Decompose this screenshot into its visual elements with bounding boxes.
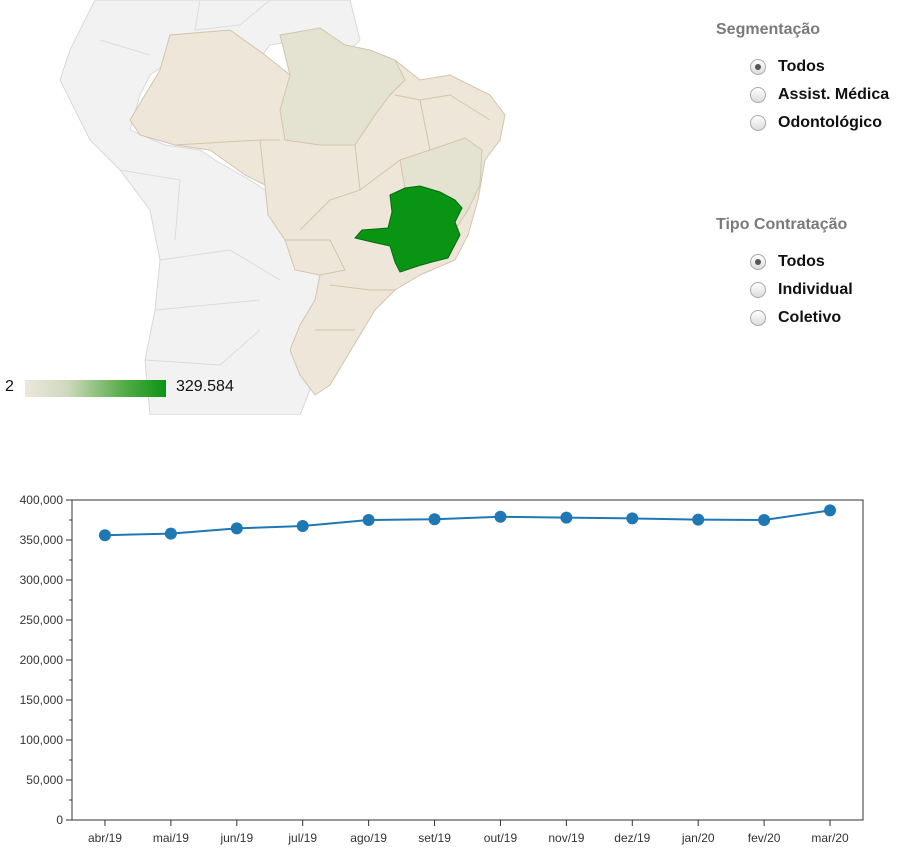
radio-label: Odontológico	[778, 114, 882, 131]
series-line	[104, 509, 831, 537]
y-tick-label: 300,000	[20, 573, 64, 587]
amapa-para-region[interactable]	[279, 27, 406, 146]
radio-label: Individual	[778, 281, 853, 298]
radio-unselected-icon[interactable]	[750, 87, 766, 103]
segmentacao-option-odontologico[interactable]: Odontológico	[750, 109, 889, 137]
x-tick-label: dez/19	[614, 831, 650, 845]
radio-label: Assist. Médica	[778, 86, 890, 103]
state-borders	[174, 94, 491, 331]
data-point	[98, 529, 111, 542]
radio-unselected-icon[interactable]	[750, 282, 766, 298]
x-tick-label: mai/19	[153, 831, 189, 845]
x-tick-label: abr/19	[88, 831, 122, 845]
line-chart: 0 50,000 100,000 150,000 200,000 250,000 300,0…	[20, 493, 864, 845]
segmentacao-option-todos[interactable]: Todos	[750, 53, 889, 81]
neighbor-border-lines	[99, 0, 281, 366]
y-tick-label: 100,000	[20, 733, 64, 747]
data-point	[164, 527, 177, 540]
legend-max-value: 329.584	[176, 378, 234, 395]
brazil-map[interactable]	[0, 0, 520, 415]
segmentacao-title: Segmentação	[716, 21, 821, 38]
y-tick-label: 200,000	[20, 653, 64, 667]
data-point	[230, 522, 243, 535]
radio-unselected-icon[interactable]	[750, 115, 766, 131]
data-point	[824, 504, 837, 517]
x-tick-label: fev/20	[748, 831, 781, 845]
x-tick-label: ago/19	[350, 831, 387, 845]
radio-label: Todos	[778, 253, 825, 270]
y-tick-label: 250,000	[20, 613, 64, 627]
tipo-option-individual[interactable]: Individual	[750, 276, 853, 304]
x-tick-label: jun/19	[219, 831, 253, 845]
tipo-contratacao-title: Tipo Contratação	[716, 216, 848, 233]
segmentacao-option-assist-medica[interactable]: Assist. Médica	[750, 81, 889, 109]
segmentacao-radio-group[interactable]: Todos Assist. Médica Odontológico	[750, 53, 889, 137]
x-tick-label: jan/20	[681, 831, 715, 845]
highlighted-state[interactable]	[354, 185, 463, 273]
data-point	[428, 513, 441, 526]
radio-unselected-icon[interactable]	[750, 310, 766, 326]
tipo-option-todos[interactable]: Todos	[750, 248, 853, 276]
radio-selected-icon[interactable]	[750, 254, 766, 270]
data-point	[494, 510, 507, 523]
x-tick-label: set/19	[418, 831, 451, 845]
plot-frame	[71, 499, 864, 821]
data-point	[692, 513, 705, 526]
data-point	[560, 511, 573, 524]
tipo-contratacao-radio-group[interactable]: Todos Individual Coletivo	[750, 248, 853, 332]
x-tick-label: nov/19	[548, 831, 584, 845]
tipo-option-coletivo[interactable]: Coletivo	[750, 304, 853, 332]
legend-gradient-bar	[25, 380, 166, 397]
y-tick-label: 350,000	[20, 533, 64, 547]
radio-label: Todos	[778, 58, 825, 75]
data-point	[626, 512, 639, 525]
data-point	[362, 514, 375, 526]
y-tick-label: 50,000	[26, 773, 63, 787]
data-point	[758, 514, 771, 526]
y-tick-label: 150,000	[20, 693, 64, 707]
x-tick-label: jul/19	[287, 831, 317, 845]
data-point	[296, 520, 309, 532]
radio-label: Coletivo	[778, 309, 842, 326]
radio-selected-icon[interactable]	[750, 59, 766, 75]
y-tick-label: 400,000	[20, 493, 64, 507]
x-tick-label: out/19	[484, 831, 518, 845]
y-tick-label: 0	[56, 813, 63, 827]
legend-min-value: 2	[5, 378, 14, 395]
x-tick-label: mar/20	[811, 831, 849, 845]
